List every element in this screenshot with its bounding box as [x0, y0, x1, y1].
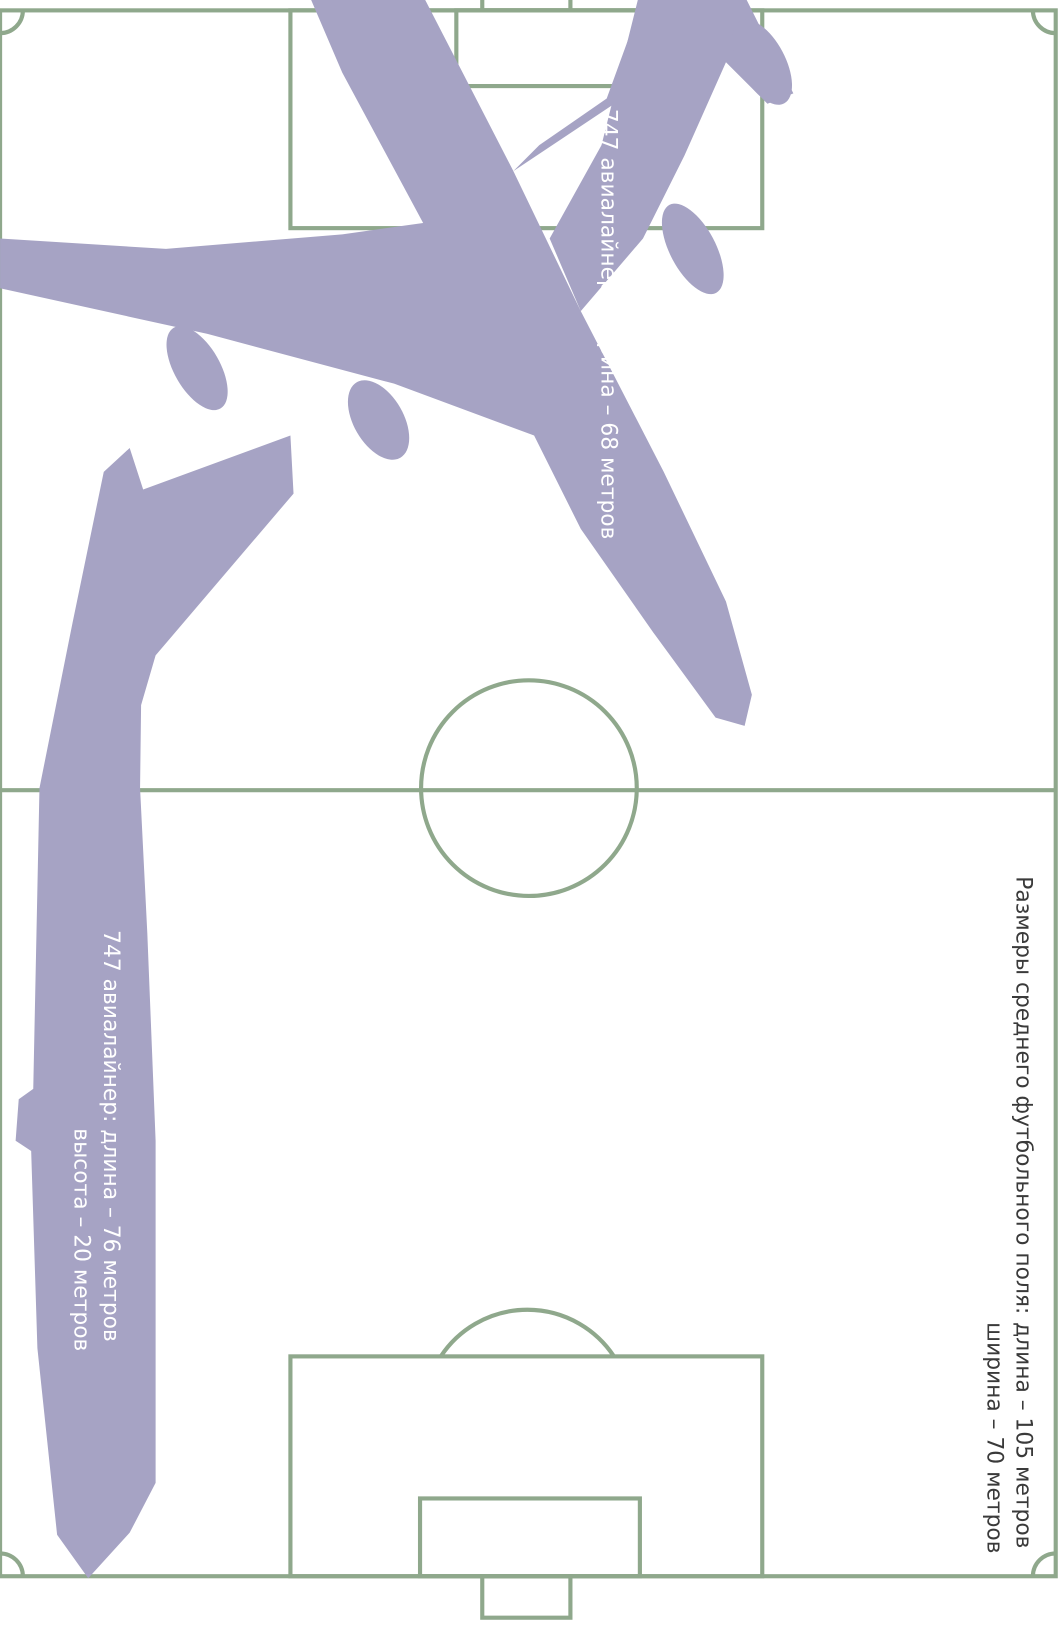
penalty-arc [441, 1310, 614, 1357]
penalty-box [290, 1356, 762, 1576]
page: 747 авиалайнер: ширина – 68 метров 747 а… [0, 0, 1062, 1626]
field-width: ширина – 70 метров [981, 1322, 1006, 1553]
goal [482, 1576, 570, 1617]
diagram: 747 авиалайнер: ширина – 68 метров 747 а… [0, 0, 1062, 1626]
plane-width-label: 747 авиалайнер: ширина – 68 метров [596, 109, 621, 540]
goal-box [456, 10, 637, 86]
field-length: длина – 105 метров [1010, 1322, 1035, 1548]
plane-height-label: высота – 20 метров [69, 1128, 94, 1351]
plane-side-view [16, 436, 294, 1579]
plane-length-label: 747 авиалайнер: длина – 76 метров [98, 930, 123, 1342]
field-heading: Размеры среднего футбольного поля: [1010, 876, 1035, 1314]
goal-box [420, 1498, 640, 1576]
